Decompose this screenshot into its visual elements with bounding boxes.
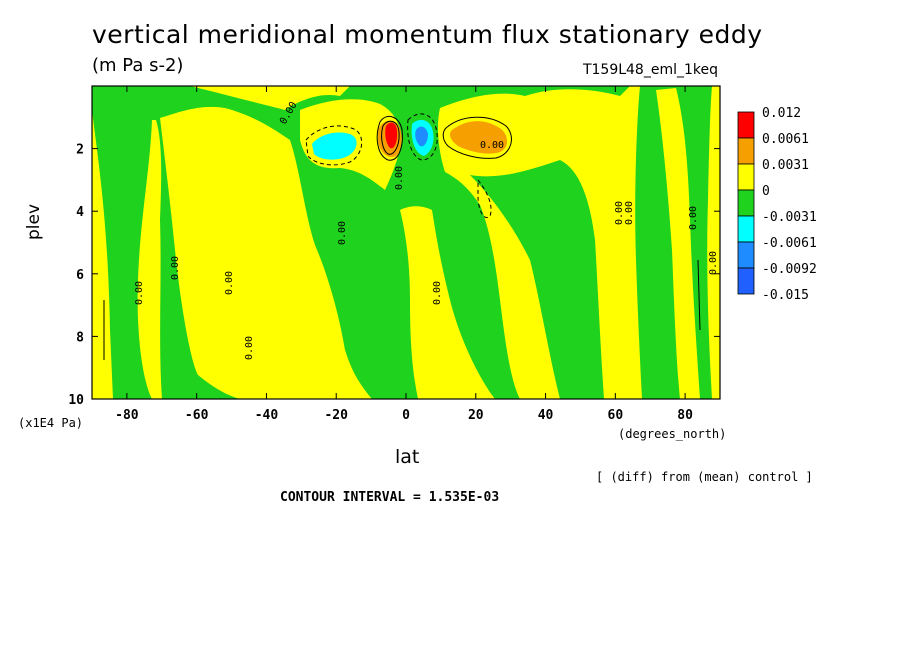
colorbar-label: 0.0031 [762, 158, 809, 173]
x-tick-label: 80 [677, 408, 693, 423]
y-tick-label: 10 [68, 393, 84, 408]
colorbar-label: 0.0061 [762, 132, 809, 147]
contour-label: 0.00 [394, 166, 405, 190]
fill-yellow-top-left [92, 86, 350, 110]
contour-label: 0.00 [170, 256, 181, 280]
fill-yellow-nh-edge [707, 86, 720, 399]
contour-label: 0.00 [337, 221, 348, 245]
contour-label: 0.00 [614, 201, 625, 225]
colorbar-label: 0.012 [762, 106, 801, 121]
contour-label: 0.00 [224, 271, 235, 295]
axis-ticks: -80 -60 -40 -20 0 20 40 60 80 2 4 6 8 10 [68, 86, 720, 423]
fill-yellow-band [160, 106, 372, 399]
y-tick-label: 8 [76, 330, 84, 345]
colorbar-label: -0.0092 [762, 262, 817, 277]
colorbar-label: 0 [762, 184, 770, 199]
fill-yellow-equator [400, 206, 495, 399]
colorbar-swatch [737, 137, 755, 165]
x-tick-label: -60 [185, 408, 209, 423]
x-axis-unit: (degrees_north) [618, 427, 727, 441]
y-tick-label: 6 [76, 268, 84, 283]
contour-label: 0.00 [244, 336, 255, 360]
colorbar-label: -0.0061 [762, 236, 817, 251]
contour-label: 0.00 [134, 281, 145, 305]
chart-title: vertical meridional momentum flux statio… [92, 20, 763, 49]
x-tick-label: -40 [255, 408, 279, 423]
y-tick-label: 4 [76, 205, 84, 220]
run-id-label: T159L48_eml_1keq [582, 62, 718, 78]
contour-label: 0.00 [432, 281, 443, 305]
x-axis-label: lat [395, 446, 420, 468]
contour-line [381, 120, 400, 155]
fill-yellow-nh-streak [656, 88, 700, 399]
colorbar-swatch [737, 215, 755, 243]
x-tick-label: 0 [402, 408, 410, 423]
fill-orange-nh-peak [450, 121, 508, 154]
contour-line-dashed [305, 125, 363, 166]
colorbar-swatch [737, 189, 755, 217]
fill-cyan-sh [312, 132, 357, 160]
colorbar-swatch [737, 267, 755, 295]
contour-lines [103, 113, 701, 360]
y-axis-label: plev [24, 203, 44, 240]
contour-label: 0.00 [480, 140, 504, 151]
x-tick-label: 40 [538, 408, 554, 423]
x-tick-label: -20 [324, 408, 348, 423]
contour-interval-label: CONTOUR INTERVAL = 1.535E-03 [280, 490, 500, 505]
diff-note: [ (diff) from (mean) control ] [596, 470, 813, 484]
colorbar-label: -0.015 [762, 288, 809, 303]
contour-label: 0.00 [688, 206, 699, 230]
colorbar: 0.012 0.0061 0.0031 0 -0.0031 -0.0061 -0.0092 -… [737, 106, 817, 303]
contour-label: 0.00 [624, 201, 635, 225]
contour-label: 0.00 [708, 251, 719, 275]
contour-line [442, 116, 512, 159]
fill-green-nh-intrusion [470, 160, 604, 399]
y-axis-unit: (x1E4 Pa) [18, 416, 84, 430]
colorbar-swatch [737, 111, 755, 139]
chart-units: (m Pa s-2) [92, 55, 184, 76]
colorbar-label: -0.0031 [762, 210, 817, 225]
y-tick-label: 2 [76, 143, 84, 158]
x-tick-label: -80 [115, 408, 139, 423]
fill-yellow-streak-2 [137, 120, 162, 399]
fill-yellow-streak-1 [92, 110, 113, 399]
colorbar-swatch [737, 163, 755, 191]
fill-blue-eq [415, 126, 428, 147]
x-tick-label: 20 [468, 408, 484, 423]
colorbar-swatch [737, 241, 755, 269]
x-tick-label: 60 [608, 408, 624, 423]
contour-line [697, 259, 701, 331]
contour-line-dashed [407, 113, 438, 161]
contour-fill [92, 86, 720, 399]
fill-red-peak [385, 122, 398, 149]
contour-line [376, 115, 403, 161]
